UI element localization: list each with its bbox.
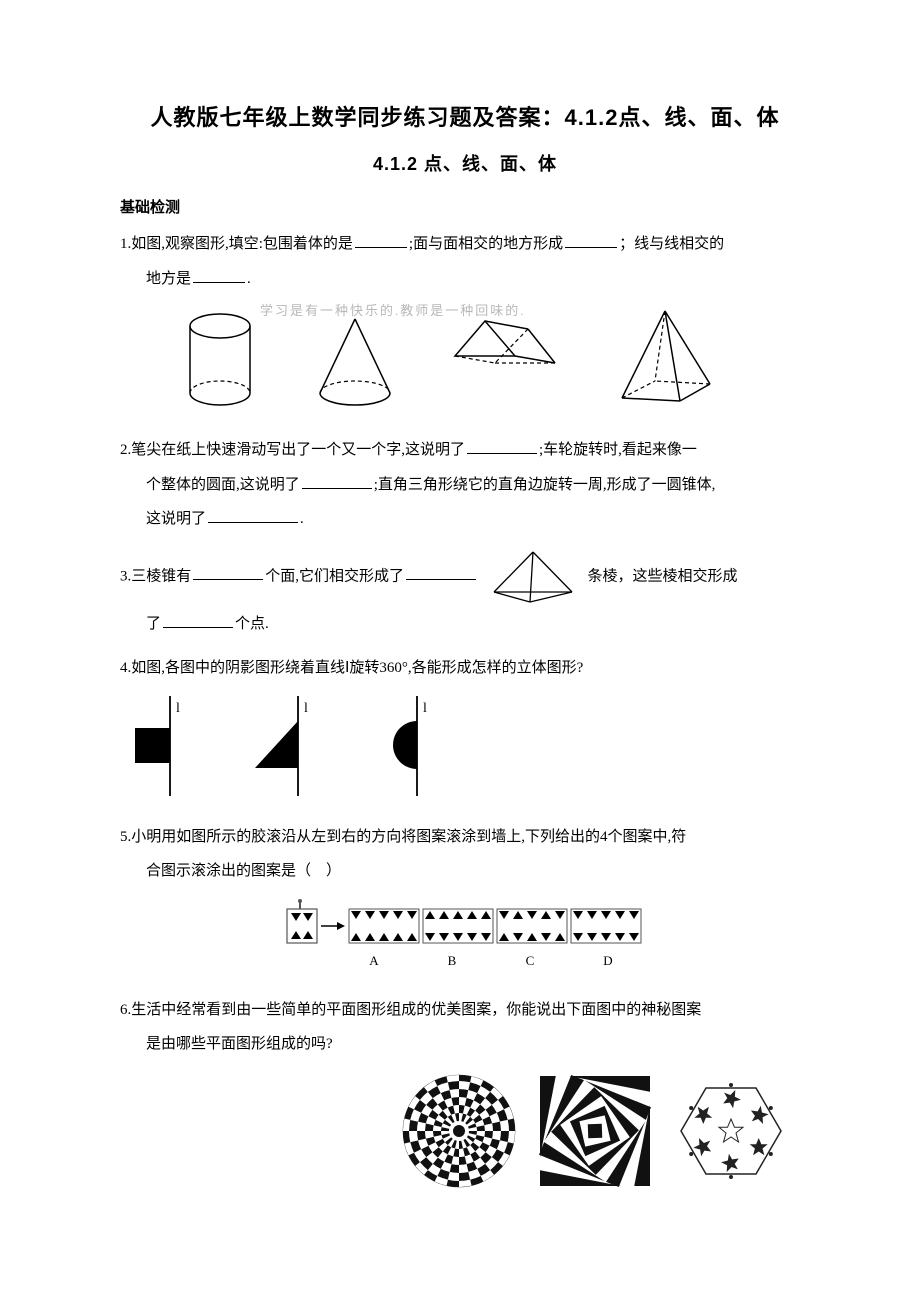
- question-4: 4.如图,各图中的阴影图形绕着直线Ⅰ旋转360°,各能形成怎样的立体图形?: [120, 651, 810, 686]
- q2-text-d: ;直角三角形绕它的直角边旋转一周,形成了一圆锥体,: [374, 477, 716, 493]
- blank[interactable]: [208, 507, 298, 523]
- question-6: 6.生活中经常看到由一些简单的平面图形组成的优美图案，你能说出下面图中的神秘图案…: [120, 993, 810, 1062]
- q1-text-d: 地方是: [146, 271, 191, 287]
- subtitle: 4.1.2 点、线、面、体: [120, 150, 810, 176]
- q3-text-d: 了: [146, 616, 161, 632]
- q5-text-b: 合图示滚涂出的图案是（ ）: [146, 863, 341, 879]
- blank[interactable]: [193, 564, 263, 580]
- spiral-squares-icon: [536, 1072, 654, 1190]
- roller-and-options: A B C D: [285, 899, 645, 969]
- q3-text-e: 个点.: [235, 616, 269, 632]
- blank[interactable]: [163, 612, 233, 628]
- blank[interactable]: [355, 232, 407, 248]
- blank[interactable]: [467, 438, 537, 454]
- q1-text-a: 1.如图,观察图形,填空:包围着体的是: [120, 236, 353, 252]
- axis-label: l: [304, 701, 308, 716]
- worksheet-page: 人教版七年级上数学同步练习题及答案：4.1.2点、线、面、体 4.1.2 点、线…: [0, 0, 920, 1270]
- axis-label: l: [176, 701, 180, 716]
- q2-text-a: 2.笔尖在纸上快速滑动写出了一个又一个字,这说明了: [120, 442, 465, 458]
- blank[interactable]: [565, 232, 617, 248]
- tetrahedron-inline-icon: [488, 547, 578, 607]
- blank[interactable]: [302, 473, 372, 489]
- q4-figures: l l l: [130, 696, 810, 796]
- rotation-triangle-icon: l: [250, 696, 325, 796]
- question-3: 3.三棱锥有 个面,它们相交形成了 条棱，这些棱相交形成 了 个点.: [120, 547, 810, 642]
- question-1: 1.如图,观察图形,填空:包围着体的是 ;面与面相交的地方形成 ；线与线相交的 地方…: [120, 227, 810, 296]
- radial-pattern-icon: [400, 1072, 518, 1190]
- option-c[interactable]: C: [515, 953, 545, 969]
- question-2: 2.笔尖在纸上快速滑动写出了一个又一个字,这说明了 ;车轮旋转时,看起来像一 个整…: [120, 433, 810, 537]
- question-5: 5.小明用如图所示的胶滚沿从左到右的方向将图案滚涂到墙上,下列给出的4个图案中,…: [120, 820, 810, 889]
- q1-text-b: ;面与面相交的地方形成: [409, 236, 563, 252]
- q3-text-c: 条棱，这些棱相交形成: [588, 568, 738, 584]
- q1-text-c: ；线与线相交的: [619, 236, 724, 252]
- q6-text-b: 是由哪些平面图形组成的吗?: [146, 1036, 333, 1052]
- option-b[interactable]: B: [437, 953, 467, 969]
- q4-text: 4.如图,各图中的阴影图形绕着直线Ⅰ旋转360°,各能形成怎样的立体图形?: [120, 660, 583, 676]
- q2-text-e: 这说明了: [146, 511, 206, 527]
- blank[interactable]: [406, 564, 476, 580]
- q3-text-a: 3.三棱锥有: [120, 568, 191, 584]
- blank[interactable]: [193, 267, 245, 283]
- option-a[interactable]: A: [359, 953, 389, 969]
- rotation-semicircle-icon: l: [375, 696, 445, 796]
- q3-text-b: 个面,它们相交形成了: [265, 568, 404, 584]
- pyramid-icon: [610, 306, 720, 411]
- cone-icon: [310, 311, 400, 411]
- q2-text-b: ;车轮旋转时,看起来像一: [539, 442, 697, 458]
- q2-text-c: 个整体的圆面,这说明了: [146, 477, 300, 493]
- rotation-square-icon: l: [130, 696, 200, 796]
- cylinder-icon: [180, 311, 260, 411]
- prism-icon: [450, 311, 560, 411]
- main-title: 人教版七年级上数学同步练习题及答案：4.1.2点、线、面、体: [120, 100, 810, 132]
- option-d[interactable]: D: [593, 953, 623, 969]
- q6-figures: [120, 1072, 790, 1190]
- section-heading: 基础检测: [120, 196, 810, 217]
- q1-text-e: .: [247, 271, 251, 287]
- q6-text-a: 6.生活中经常看到由一些简单的平面图形组成的优美图案，你能说出下面图中的神秘图案: [120, 1002, 701, 1018]
- option-labels: A B C D: [285, 953, 645, 969]
- q5-text-a: 5.小明用如图所示的胶滚沿从左到右的方向将图案滚涂到墙上,下列给出的4个图案中,…: [120, 829, 686, 845]
- q2-text-f: .: [300, 511, 304, 527]
- q1-figures: [180, 306, 810, 411]
- hexagon-stars-icon: [672, 1072, 790, 1190]
- axis-label: l: [423, 701, 427, 716]
- q5-figures: A B C D: [120, 899, 810, 969]
